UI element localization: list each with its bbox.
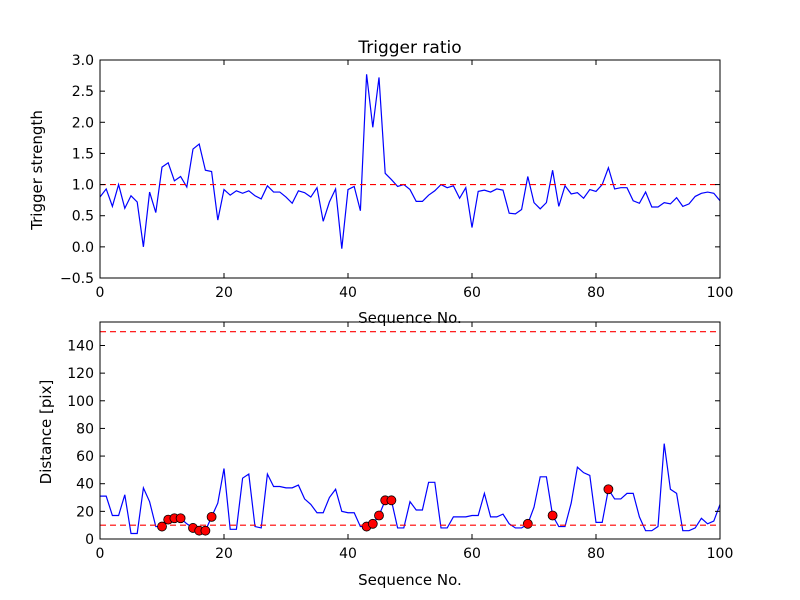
top-chart-y-tick-label: 1.5 bbox=[72, 146, 94, 162]
top-chart-y-tick-label: 0.5 bbox=[72, 209, 94, 225]
bottom-chart-axes-frame bbox=[99, 321, 721, 540]
top-chart-ylabel: Trigger strength bbox=[28, 110, 46, 231]
top-chart-x-tick-label: 60 bbox=[463, 285, 481, 301]
bottom-chart-x-tick-label: 80 bbox=[587, 546, 605, 562]
top-chart-y-tick-label: 1.0 bbox=[72, 178, 94, 194]
bottom-chart-marker bbox=[374, 510, 384, 521]
top-chart-series-line bbox=[99, 74, 721, 249]
bottom-chart-marker bbox=[206, 511, 217, 522]
bottom-chart: Sequence No. Distance [pix] 0 20 40 60 80 100… bbox=[37, 321, 734, 589]
top-chart-xlabel: Sequence No. bbox=[358, 309, 462, 327]
bottom-chart-marker bbox=[603, 484, 614, 495]
top-chart-y-tick-label: −0.5 bbox=[60, 271, 94, 287]
top-chart-y-tick-label: 2.0 bbox=[72, 115, 94, 131]
top-chart-x-tick-label: 100 bbox=[707, 285, 734, 301]
bottom-chart-y-tick-label: 100 bbox=[67, 394, 94, 410]
top-chart-y-tick-label: 3.0 bbox=[72, 53, 94, 69]
top-chart: Trigger ratio Sequence No. Trigger stren… bbox=[28, 38, 733, 327]
top-chart-title: Trigger ratio bbox=[357, 38, 461, 58]
top-chart-x-tick-label: 40 bbox=[339, 285, 357, 301]
top-chart-series-group bbox=[99, 74, 721, 249]
bottom-chart-y-tick-label: 60 bbox=[76, 449, 94, 465]
top-chart-x-tick-label: 80 bbox=[587, 285, 605, 301]
bottom-chart-marker bbox=[175, 513, 186, 524]
top-chart-x-tick-label: 0 bbox=[96, 285, 105, 301]
top-chart-y-tick-label: 0.0 bbox=[72, 240, 94, 256]
bottom-chart-marker bbox=[522, 518, 533, 529]
bottom-chart-y-tick-label: 20 bbox=[76, 504, 94, 520]
bottom-chart-y-tick-label: 0 bbox=[85, 532, 94, 548]
bottom-chart-series-group bbox=[100, 331, 721, 536]
bottom-chart-y-tick-label: 40 bbox=[76, 477, 94, 493]
bottom-chart-y-tick-label: 120 bbox=[67, 366, 94, 382]
bottom-chart-y-tick-label: 80 bbox=[76, 421, 94, 437]
bottom-chart-xlabel: Sequence No. bbox=[358, 571, 462, 589]
top-chart-axes-frame bbox=[99, 59, 721, 279]
bottom-chart-x-tick-label: 60 bbox=[463, 546, 481, 562]
bottom-chart-marker bbox=[200, 525, 211, 536]
top-chart-y-tick-label: 2.5 bbox=[72, 84, 94, 100]
bottom-chart-marker bbox=[547, 510, 558, 521]
bottom-chart-y-tick-label: 140 bbox=[67, 338, 94, 354]
bottom-chart-x-tick-label: 40 bbox=[339, 546, 357, 562]
bottom-chart-x-tick-label: 100 bbox=[707, 546, 734, 562]
top-chart-x-tick-label: 20 bbox=[215, 285, 233, 301]
bottom-chart-x-tick-label: 0 bbox=[96, 546, 105, 562]
bottom-chart-marker bbox=[157, 521, 167, 532]
bottom-chart-x-tick-label: 20 bbox=[215, 546, 233, 562]
bottom-chart-ylabel: Distance [pix] bbox=[37, 380, 55, 485]
bottom-chart-marker bbox=[367, 518, 378, 529]
bottom-chart-marker bbox=[386, 495, 397, 506]
